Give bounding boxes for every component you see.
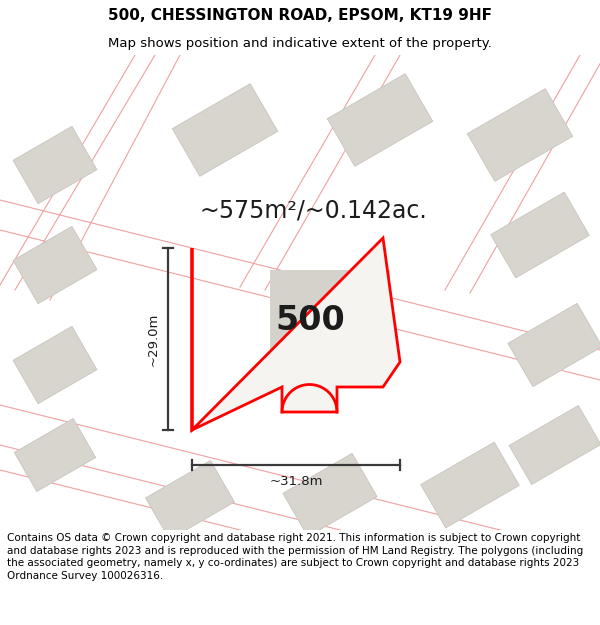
Text: ~575m²/~0.142ac.: ~575m²/~0.142ac. xyxy=(200,198,428,222)
Polygon shape xyxy=(491,192,589,278)
Polygon shape xyxy=(467,89,573,181)
Text: Contains OS data © Crown copyright and database right 2021. This information is : Contains OS data © Crown copyright and d… xyxy=(7,533,583,581)
Text: ~29.0m: ~29.0m xyxy=(147,312,160,366)
Polygon shape xyxy=(172,84,278,176)
Polygon shape xyxy=(192,238,400,430)
Polygon shape xyxy=(14,419,95,491)
Polygon shape xyxy=(270,270,390,360)
Text: 500, CHESSINGTON ROAD, EPSOM, KT19 9HF: 500, CHESSINGTON ROAD, EPSOM, KT19 9HF xyxy=(108,8,492,23)
Polygon shape xyxy=(13,226,97,304)
Polygon shape xyxy=(508,303,600,387)
Text: ~31.8m: ~31.8m xyxy=(269,475,323,488)
Polygon shape xyxy=(13,326,97,404)
Polygon shape xyxy=(146,461,235,539)
Text: 500: 500 xyxy=(275,304,345,336)
Text: Map shows position and indicative extent of the property.: Map shows position and indicative extent… xyxy=(108,38,492,51)
Polygon shape xyxy=(13,126,97,204)
Polygon shape xyxy=(509,406,600,484)
Polygon shape xyxy=(283,453,377,537)
Polygon shape xyxy=(421,442,520,528)
Polygon shape xyxy=(327,74,433,166)
